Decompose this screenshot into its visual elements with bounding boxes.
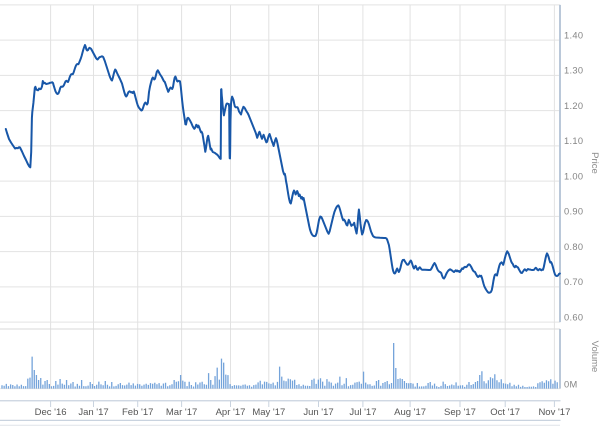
svg-text:1.00: 1.00 [564,171,583,181]
svg-text:Aug '17: Aug '17 [394,407,426,418]
svg-text:Dec '16: Dec '16 [35,407,67,418]
svg-text:Volume: Volume [589,341,600,373]
svg-text:1.10: 1.10 [564,136,583,146]
svg-text:Jun '17: Jun '17 [303,407,333,418]
svg-text:1.20: 1.20 [564,101,583,111]
svg-text:Oct '17: Oct '17 [490,407,520,418]
svg-text:1.30: 1.30 [564,66,583,76]
svg-text:0M: 0M [564,379,578,389]
svg-text:Apr '17: Apr '17 [216,407,246,418]
svg-text:Jan '17: Jan '17 [78,407,108,418]
svg-text:Nov '17: Nov '17 [538,407,570,418]
svg-text:May '17: May '17 [252,407,285,418]
svg-text:0.60: 0.60 [564,312,583,322]
svg-text:Price: Price [589,152,600,174]
svg-text:Mar '17: Mar '17 [166,407,197,418]
svg-text:1.40: 1.40 [564,30,583,40]
svg-text:Jul '17: Jul '17 [349,407,376,418]
svg-text:Feb '17: Feb '17 [122,407,153,418]
svg-text:0.80: 0.80 [564,242,583,252]
svg-text:Sep '17: Sep '17 [444,407,476,418]
svg-text:0.70: 0.70 [564,277,583,287]
svg-text:0.90: 0.90 [564,207,583,217]
